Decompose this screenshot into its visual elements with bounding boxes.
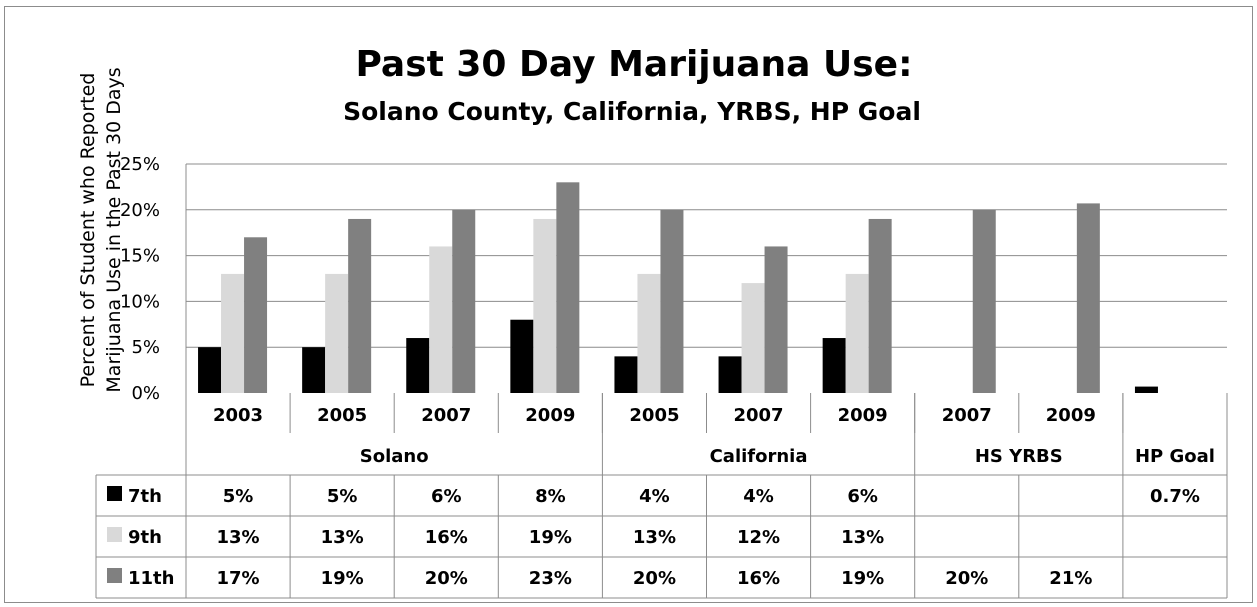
data-label: 13% bbox=[217, 527, 260, 548]
bar-11th-2 bbox=[452, 209, 476, 393]
bar-9th-3 bbox=[533, 218, 557, 393]
bar-7th-5 bbox=[718, 356, 742, 393]
data-label: 19% bbox=[321, 568, 364, 589]
x-tick-label: 2009 bbox=[1046, 405, 1096, 426]
data-label: 19% bbox=[841, 568, 884, 589]
chart-frame bbox=[4, 6, 1253, 603]
legend-swatch-9th bbox=[107, 527, 122, 542]
y-tick-label: 15% bbox=[120, 246, 160, 267]
data-label: 13% bbox=[321, 527, 364, 548]
bar-7th-4 bbox=[614, 356, 638, 393]
data-label: 16% bbox=[425, 527, 468, 548]
bar-11th-1 bbox=[348, 218, 372, 393]
data-label: 21% bbox=[1049, 568, 1092, 589]
y-axis-ticks: 0% 5% 10% 15% 20% 25% bbox=[120, 154, 160, 404]
data-label: 5% bbox=[327, 486, 358, 507]
bar-9th-2 bbox=[429, 246, 453, 393]
bar-11th-6 bbox=[868, 218, 892, 393]
bar-11th-7 bbox=[972, 209, 996, 393]
data-label: 23% bbox=[529, 568, 572, 589]
bar-7th-9 bbox=[1134, 386, 1158, 393]
group-label: HP Goal bbox=[1135, 446, 1215, 467]
x-tick-label: 2007 bbox=[942, 405, 992, 426]
data-label: 13% bbox=[841, 527, 884, 548]
x-tick-label: 2005 bbox=[629, 405, 679, 426]
data-label: 16% bbox=[737, 568, 780, 589]
y-tick-label: 20% bbox=[120, 200, 160, 221]
data-label: 6% bbox=[431, 486, 462, 507]
legend-swatch-11th bbox=[107, 568, 122, 583]
bar-7th-1 bbox=[302, 347, 326, 393]
data-label: 4% bbox=[743, 486, 774, 507]
data-label: 8% bbox=[535, 486, 566, 507]
y-axis-label-line-1: Percent of Student who Reported bbox=[77, 73, 99, 388]
bar-9th-4 bbox=[637, 273, 661, 393]
group-label: HS YRBS bbox=[975, 446, 1063, 467]
group-label: Solano bbox=[360, 446, 429, 467]
data-table: 2003 2005 2007 2009 2005 2007 2009 2007 2009 Sola… bbox=[95, 393, 1228, 599]
data-label: 6% bbox=[847, 486, 878, 507]
bar-7th-6 bbox=[822, 338, 846, 393]
legend-label-7th: 7th bbox=[128, 486, 162, 507]
bar-9th-6 bbox=[845, 273, 869, 393]
data-label: 12% bbox=[737, 527, 780, 548]
group-label: California bbox=[710, 446, 808, 467]
data-label: 17% bbox=[217, 568, 260, 589]
data-label: 5% bbox=[223, 486, 254, 507]
x-tick-label: 2003 bbox=[213, 405, 263, 426]
bar-9th-1 bbox=[325, 273, 349, 393]
y-tick-label: 5% bbox=[131, 337, 160, 358]
y-tick-label: 10% bbox=[120, 291, 160, 312]
data-label: 19% bbox=[529, 527, 572, 548]
legend-swatch-7th bbox=[107, 486, 122, 501]
bar-9th-0 bbox=[221, 273, 245, 393]
bar-11th-5 bbox=[764, 246, 788, 393]
data-label: 20% bbox=[633, 568, 676, 589]
chart-subtitle: Solano County, California, YRBS, HP Goal bbox=[343, 97, 921, 126]
legend-label-11th: 11th bbox=[128, 568, 174, 589]
chart-title: Past 30 Day Marijuana Use: bbox=[356, 44, 913, 85]
bar-9th-5 bbox=[741, 283, 765, 393]
data-label: 0.7% bbox=[1150, 486, 1200, 507]
y-axis-label-line-2: Marijuana Use in the Past 30 Days bbox=[103, 67, 125, 392]
bar-7th-3 bbox=[510, 319, 534, 393]
data-label: 20% bbox=[425, 568, 468, 589]
x-tick-label: 2009 bbox=[525, 405, 575, 426]
x-tick-label: 2007 bbox=[421, 405, 471, 426]
legend-label-9th: 9th bbox=[128, 527, 162, 548]
x-tick-label: 2007 bbox=[733, 405, 783, 426]
bar-11th-3 bbox=[556, 182, 580, 393]
bar-11th-4 bbox=[660, 209, 684, 393]
y-tick-label: 0% bbox=[131, 383, 160, 404]
bar-7th-0 bbox=[198, 347, 222, 393]
bars bbox=[198, 182, 1158, 393]
x-tick-label: 2005 bbox=[317, 405, 367, 426]
bar-11th-8 bbox=[1076, 203, 1100, 393]
data-label: 4% bbox=[639, 486, 670, 507]
y-tick-label: 25% bbox=[120, 154, 160, 175]
bar-11th-0 bbox=[244, 237, 268, 393]
x-tick-label: 2009 bbox=[838, 405, 888, 426]
data-label: 13% bbox=[633, 527, 676, 548]
data-label: 20% bbox=[945, 568, 988, 589]
bar-7th-2 bbox=[406, 338, 430, 393]
